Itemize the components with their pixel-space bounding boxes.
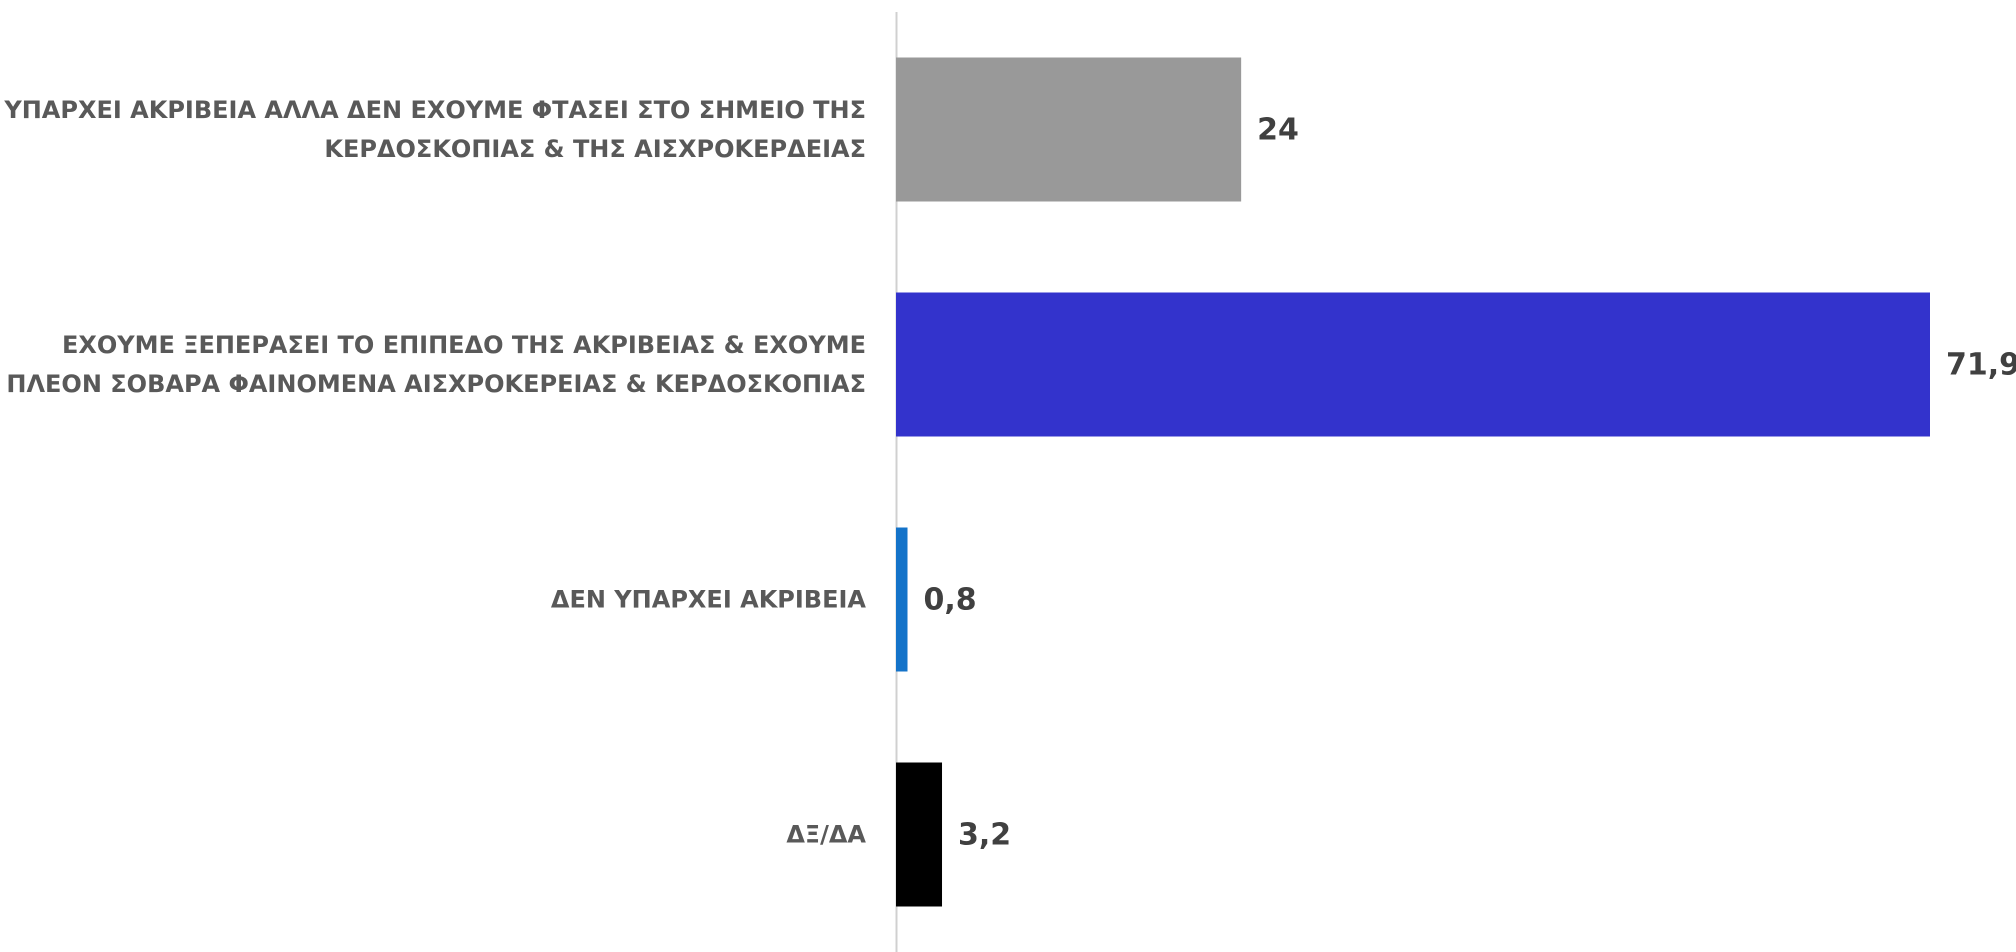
data-label: 24 (1257, 112, 1299, 147)
bar (896, 292, 1930, 437)
category-label: ΥΠΑΡΧΕΙ ΑΚΡΙΒΕΙΑ ΑΛΛΑ ΔΕΝ ΕΧΟΥΜΕ ΦΤΑΣΕΙ … (4, 95, 866, 163)
data-label: 71,9 (1946, 347, 2016, 382)
bar (896, 57, 1242, 202)
bar-series (896, 57, 1930, 907)
category-label: ΔΞ/ΔΑ (786, 820, 866, 848)
category-label: ΔΕΝ ΥΠΑΡΧΕΙ ΑΚΡΙΒΕΙΑ (550, 585, 866, 613)
bar (896, 762, 943, 907)
bar (896, 527, 908, 672)
category-label: ΕΧΟΥΜΕ ΞΕΠΕΡΑΣΕΙ ΤΟ ΕΠΙΠΕΔΟ ΤΗΣ ΑΚΡΙΒΕΙΑ… (6, 330, 866, 398)
data-label: 0,8 (923, 582, 977, 617)
data-label: 3,2 (958, 817, 1012, 852)
